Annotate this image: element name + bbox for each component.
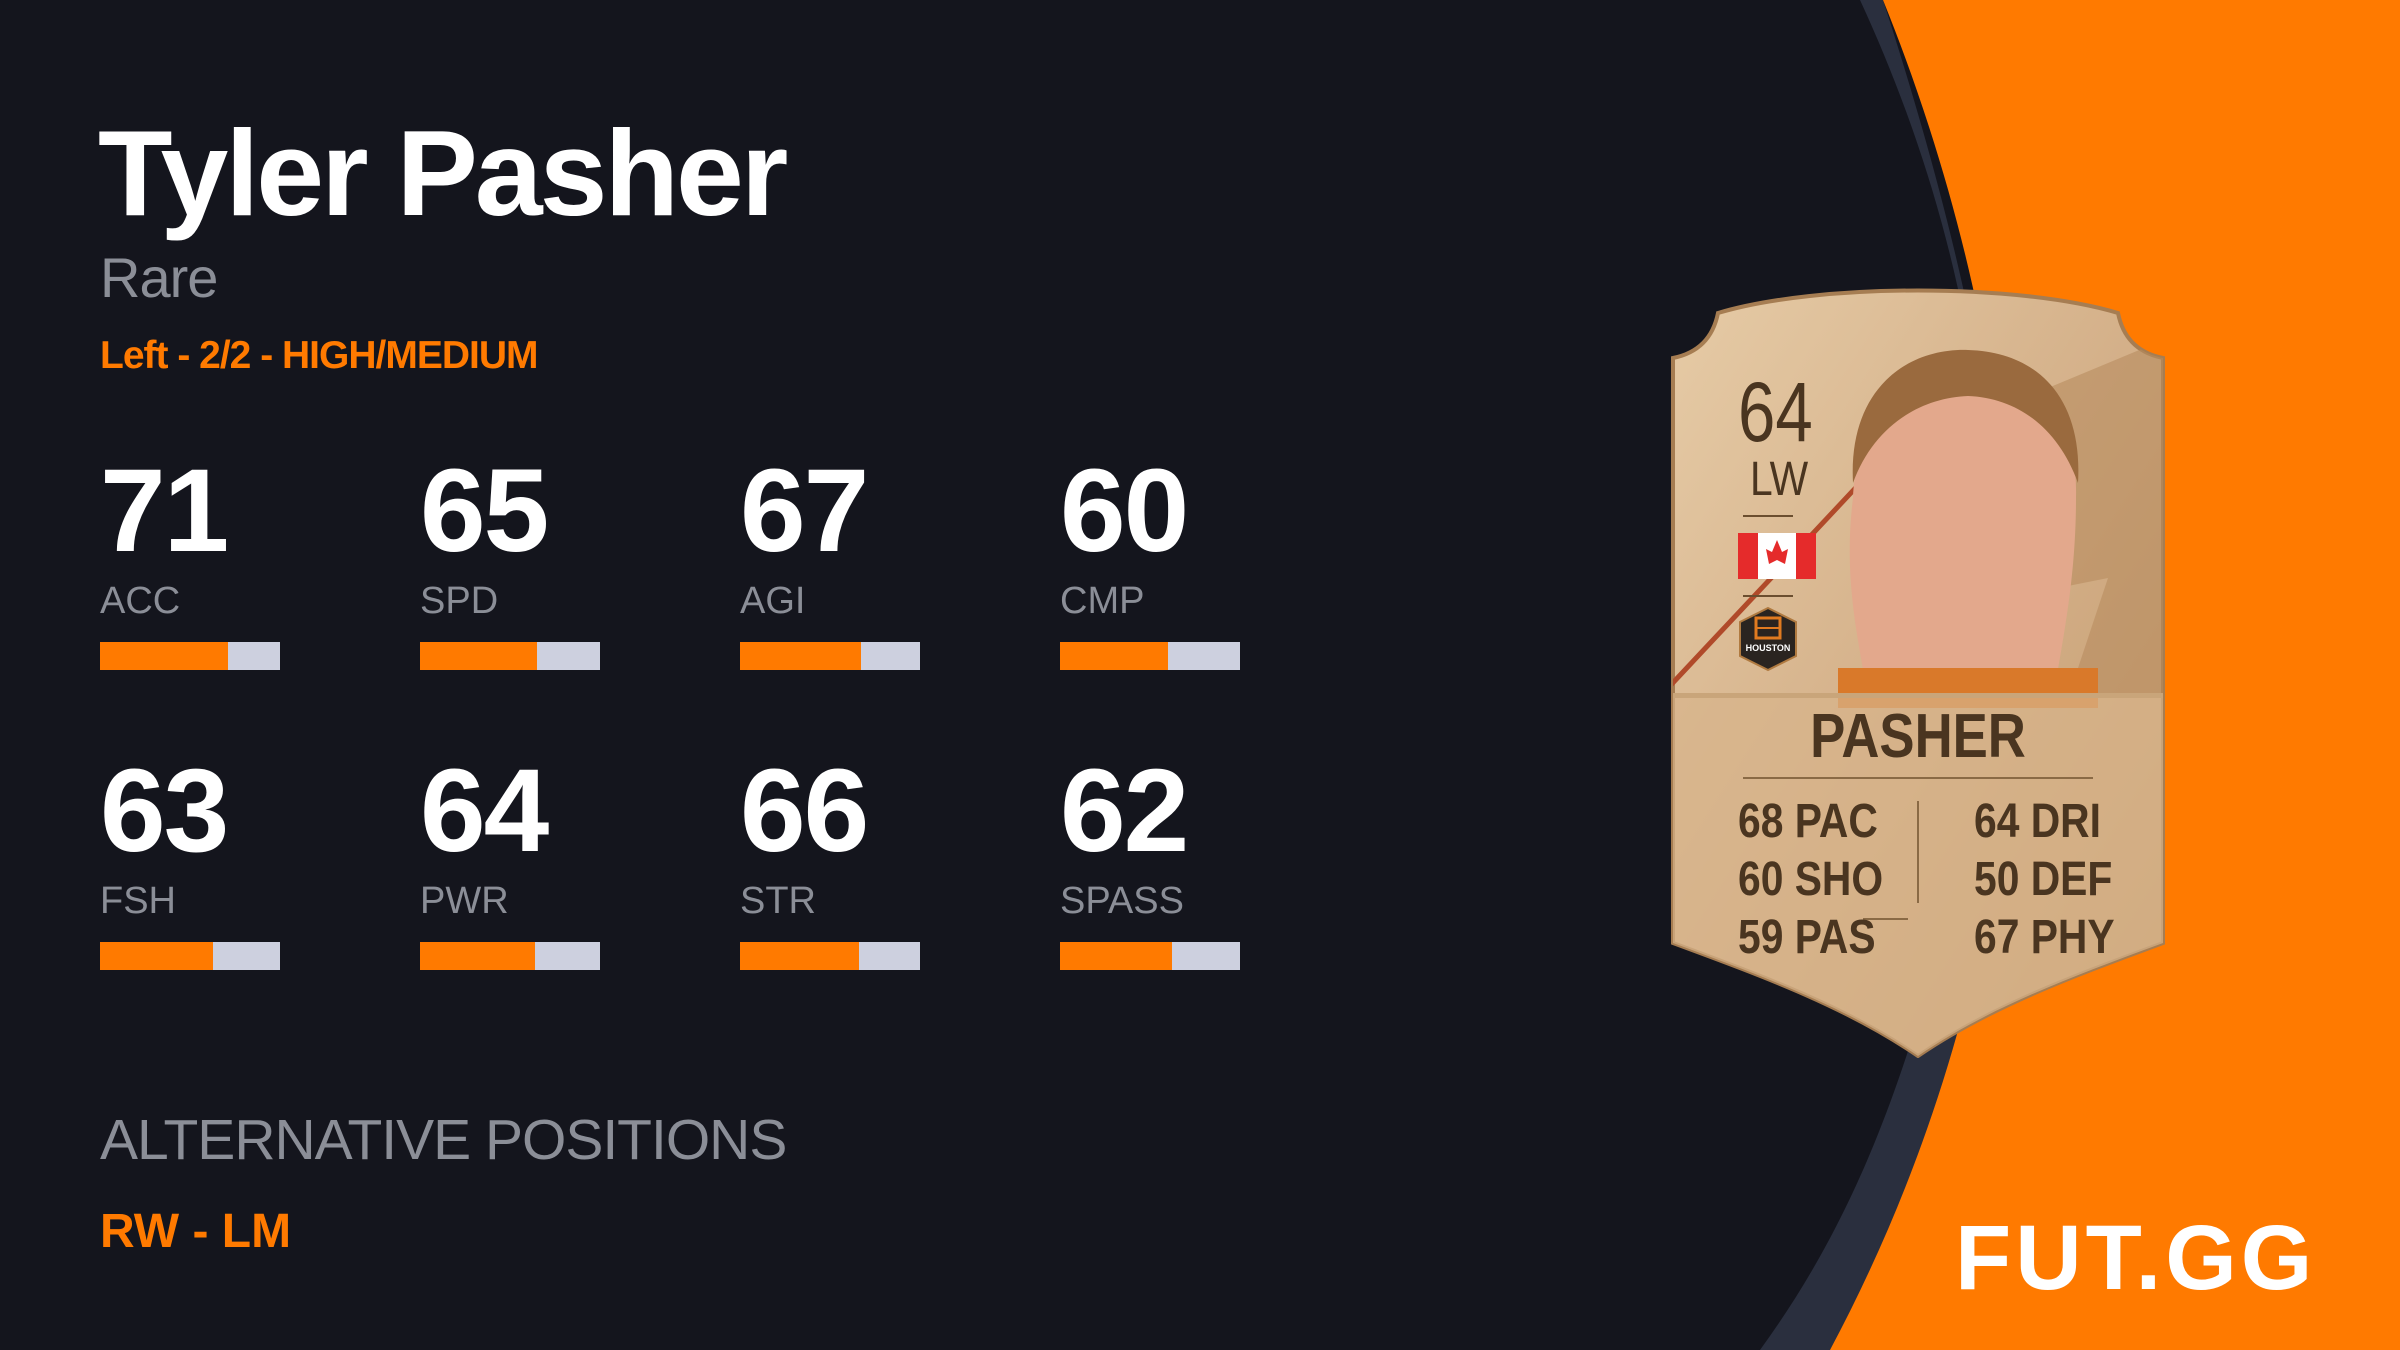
stat-bar-fill [420, 942, 536, 970]
stat-cmp: 60 CMP [1060, 452, 1240, 670]
card-stat: 60 SHO [1738, 853, 1884, 906]
player-details: Left - 2/2 - HIGH/MEDIUM [100, 334, 539, 377]
stat-label: PWR [420, 880, 509, 922]
club-name: HOUSTON [1745, 643, 1791, 653]
stat-bar [100, 642, 280, 670]
stat-label: FSH [100, 880, 176, 922]
stat-bar-fill [1060, 942, 1172, 970]
alternative-positions-value: RW - LM [100, 1205, 292, 1258]
stat-spd: 65 SPD [420, 452, 600, 670]
stat-pwr: 64 PWR [420, 752, 600, 970]
card-stat: 64 DRI [1974, 795, 2101, 848]
stat-value: 60 [1060, 445, 1189, 577]
stat-value: 62 [1060, 745, 1189, 877]
card-stat: 50 DEF [1974, 853, 2113, 906]
stat-str: 66 STR [740, 752, 920, 970]
stat-label: AGI [740, 580, 806, 622]
stat-value: 64 [420, 745, 549, 877]
stat-value: 63 [100, 745, 229, 877]
stat-bar-fill [740, 642, 861, 670]
player-name: Tyler Pasher [98, 105, 788, 241]
stat-label: SPD [420, 580, 499, 622]
stat-value: 67 [740, 445, 869, 577]
stat-bar [740, 942, 920, 970]
stat-bar [420, 942, 600, 970]
stat-value: 66 [740, 745, 869, 877]
stat-value: 65 [420, 445, 549, 577]
stat-bar [100, 942, 280, 970]
card-stat: 67 PHY [1974, 911, 2115, 964]
stat-value: 71 [100, 445, 229, 577]
stat-bar [740, 642, 920, 670]
stat-bar-fill [420, 642, 537, 670]
card-stat: 68 PAC [1738, 795, 1878, 848]
card-name: PASHER [1810, 702, 2026, 771]
stat-bar [1060, 642, 1240, 670]
player-card: 64 LW HOUSTON PASHER 68 PAC 60 SHO 59 PA… [1668, 278, 2168, 1058]
club-badge-icon [1739, 606, 1797, 672]
stat-bar-fill [100, 642, 228, 670]
stat-agi: 67 AGI [740, 452, 920, 670]
stat-fsh: 63 FSH [100, 752, 280, 970]
stat-bar-fill [740, 942, 859, 970]
stat-label: CMP [1060, 580, 1145, 622]
stat-acc: 71 ACC [100, 452, 280, 670]
futgg-logo: FUT.GG [1955, 1207, 2317, 1309]
stat-bar [1060, 942, 1240, 970]
card-position: LW [1750, 453, 1809, 506]
stat-spass: 62 SPASS [1060, 752, 1240, 970]
stat-bar-fill [100, 942, 214, 970]
card-background [1671, 288, 2165, 1058]
canada-flag-icon [1738, 533, 1816, 579]
card-rating: 64 [1738, 365, 1813, 459]
alternative-positions-heading: ALTERNATIVE POSITIONS [100, 1108, 787, 1172]
stat-label: ACC [100, 580, 181, 622]
stat-bar [420, 642, 600, 670]
player-rarity: Rare [100, 246, 218, 309]
stat-label: STR [740, 880, 816, 922]
stat-label: SPASS [1060, 880, 1184, 922]
card-stat: 59 PAS [1738, 911, 1876, 964]
stat-bar-fill [1060, 642, 1168, 670]
player-photo [1849, 358, 2077, 698]
